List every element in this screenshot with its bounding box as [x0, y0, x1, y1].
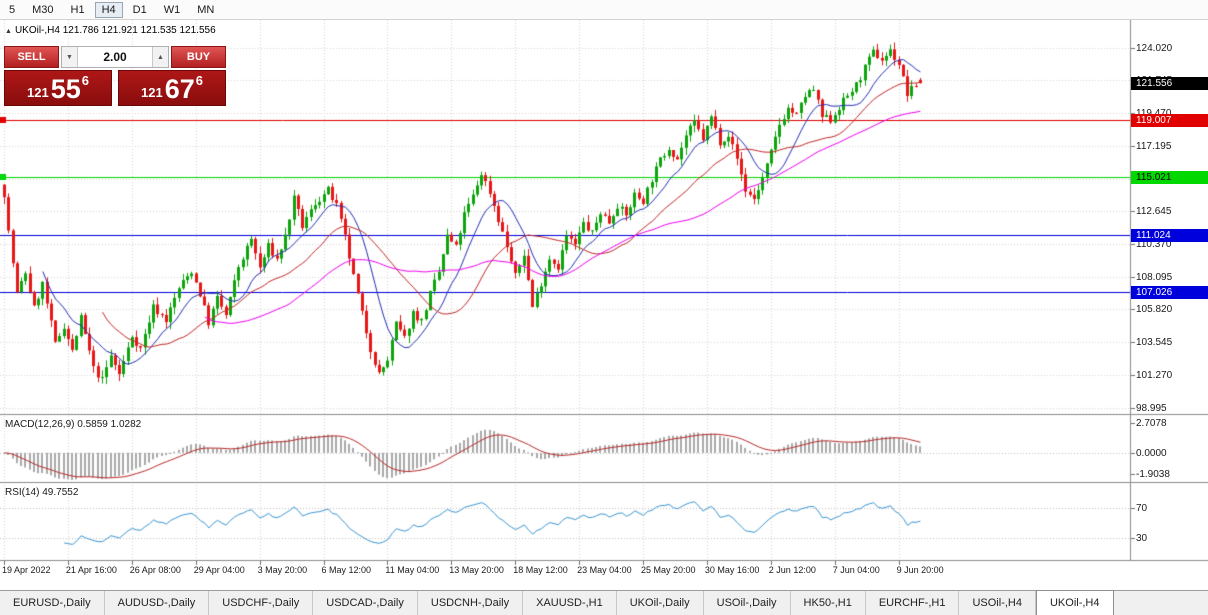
timeframe-toolbar: 5 M30 H1 H4 D1 W1 MN [0, 0, 1208, 20]
chart-tab-audusd-daily[interactable]: AUDUSD-,Daily [105, 591, 210, 615]
macd-axis-label: -1.9038 [1136, 469, 1170, 481]
chart-tab-hk50-h1[interactable]: HK50-,H1 [791, 591, 866, 615]
sell-price-point: 6 [81, 73, 89, 88]
time-axis-label: 3 May 20:00 [257, 565, 308, 575]
buy-price-integer: 121 [141, 85, 163, 100]
macd-axis-label: 2.7078 [1136, 417, 1167, 429]
timeframe-button-H1[interactable]: H1 [70, 3, 85, 16]
rsi-axis-label: 30 [1136, 532, 1148, 544]
rsi-indicator-label: RSI(14) 49.7552 [5, 487, 79, 498]
price-axis-label: 112.645 [1136, 206, 1172, 218]
buy-price-point: 6 [195, 73, 203, 88]
chart-ohlc-header: ▲ UKOil-,H4 121.786 121.921 121.535 121.5… [5, 25, 216, 36]
volume-value[interactable]: 2.00 [103, 50, 127, 64]
price-axis-label: 101.270 [1136, 369, 1173, 381]
chart-overlay-layer: 124.020121.745119.470117.195114.920112.6… [0, 20, 1208, 590]
price-axis-label: 105.820 [1136, 304, 1173, 316]
time-axis-label: 9 Jun 20:00 [896, 565, 944, 575]
current-price-tag: 121.556 [1131, 77, 1208, 91]
level-price-tag[interactable]: 115.021 [1131, 171, 1208, 185]
price-axis-label: 103.545 [1136, 337, 1173, 349]
chart-window: 124.020121.745119.470117.195114.920112.6… [0, 20, 1208, 590]
chart-tab-usdcad-daily[interactable]: USDCAD-,Daily [313, 591, 418, 615]
sell-price-integer: 121 [27, 85, 49, 100]
ohlc-text: UKOil-,H4 121.786 121.921 121.535 121.55… [14, 25, 216, 36]
time-axis-label: 25 May 20:00 [641, 565, 696, 575]
price-axis-label: 98.995 [1136, 402, 1167, 414]
chart-tab-ukoil-daily[interactable]: UKOil-,Daily [617, 591, 704, 615]
time-axis-label: 19 Apr 2022 [2, 565, 51, 575]
time-axis-label: 30 May 16:00 [704, 565, 760, 575]
buy-button[interactable]: BUY [171, 46, 226, 68]
chart-tab-eurchf-h1[interactable]: EURCHF-,H1 [866, 591, 960, 615]
timeframe-button-MN[interactable]: MN [197, 3, 215, 16]
timeframe-button-5[interactable]: 5 [9, 3, 16, 16]
trade-panel-controls-row: SELL ▼ 2.00 ▲ BUY [4, 46, 226, 68]
timeframe-button-M30[interactable]: M30 [32, 3, 54, 16]
time-axis-label: 13 May 20:00 [449, 565, 504, 575]
time-axis-label: 21 Apr 16:00 [65, 565, 117, 575]
price-chart-canvas[interactable] [0, 20, 1208, 590]
time-axis-label: 2 Jun 12:00 [768, 565, 816, 575]
sell-button[interactable]: SELL [4, 46, 59, 68]
time-axis-label: 26 Apr 08:00 [129, 565, 181, 575]
macd-axis-label: 0.0000 [1136, 447, 1167, 459]
chart-tab-ukoil-h4[interactable]: UKOil-,H4 [1035, 590, 1114, 615]
timeframe-button-D1[interactable]: D1 [132, 3, 147, 16]
time-axis-label: 11 May 04:00 [385, 565, 440, 575]
chart-tab-usoil-h4[interactable]: USOil-,H4 [959, 591, 1036, 615]
chart-tab-xauusd-h1[interactable]: XAUUSD-,H1 [523, 591, 617, 615]
price-axis-label: 108.095 [1136, 271, 1173, 283]
chart-tab-bar: EURUSD-,Daily AUDUSD-,Daily USDCHF-,Daily U… [0, 590, 1208, 615]
timeframe-button-W1[interactable]: W1 [163, 3, 181, 16]
buy-price-pips: 67 [164, 74, 195, 105]
rsi-axis-label: 70 [1136, 502, 1148, 514]
level-price-tag[interactable]: 119.007 [1131, 113, 1208, 127]
price-axis-label: 110.370 [1136, 239, 1172, 251]
price-axis-label: 119.470 [1136, 108, 1171, 119]
time-axis-label: 18 May 12:00 [513, 565, 568, 575]
price-axis-label: 124.020 [1136, 42, 1173, 54]
sell-price-pips: 55 [50, 74, 81, 105]
chart-tab-usoil-daily[interactable]: USOil-,Daily [704, 591, 791, 615]
chart-tab-usdcnh-daily[interactable]: USDCNH-,Daily [418, 591, 524, 615]
time-axis-label: 29 Apr 04:00 [193, 565, 245, 575]
price-axis-label: 117.195 [1136, 140, 1172, 152]
one-click-panel-toggle-icon[interactable]: ▲ [5, 28, 12, 35]
buy-price-display[interactable]: 121 67 6 [118, 70, 226, 106]
level-price-tag[interactable]: 111.024 [1131, 228, 1208, 242]
sell-price-display[interactable]: 121 55 6 [4, 70, 112, 106]
time-axis-label: 6 May 12:00 [321, 565, 372, 575]
time-axis-label: 7 Jun 04:00 [832, 565, 880, 575]
timeframe-button-H4[interactable]: H4 [94, 1, 123, 18]
time-axis-label: 23 May 04:00 [577, 565, 632, 575]
chart-tab-usdchf-daily[interactable]: USDCHF-,Daily [209, 591, 314, 615]
volume-stepper: ▼ 2.00 ▲ [61, 46, 169, 68]
chart-tab-eurusd-daily[interactable]: EURUSD-,Daily [0, 591, 105, 615]
macd-indicator-label: MACD(12,26,9) 0.5859 1.0282 [5, 419, 142, 430]
volume-decrease-button[interactable]: ▼ [62, 47, 78, 67]
volume-increase-button[interactable]: ▲ [152, 47, 168, 67]
one-click-trade-panel: SELL ▼ 2.00 ▲ BUY 121 55 6 121 67 6 [4, 46, 226, 106]
level-price-tag[interactable]: 107.026 [1131, 286, 1208, 300]
trade-panel-prices-row: 121 55 6 121 67 6 [4, 70, 226, 106]
